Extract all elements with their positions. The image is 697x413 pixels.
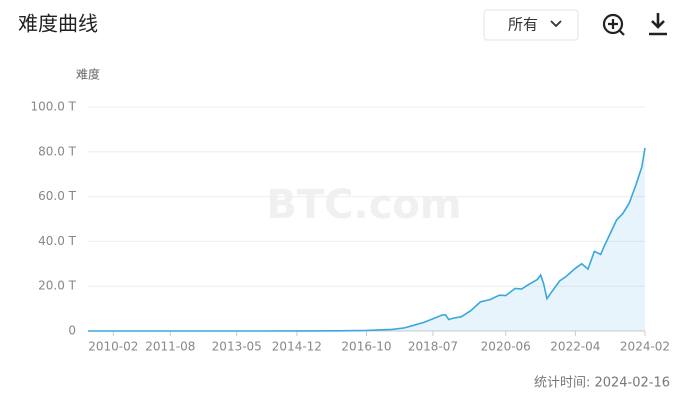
watermark: BTC.com xyxy=(266,182,461,228)
y-tick-label: 60.0 T xyxy=(38,189,77,203)
line xyxy=(88,147,646,332)
card-title: 难度曲线 xyxy=(18,12,98,36)
range-dropdown[interactable] xyxy=(483,9,579,41)
x-tick-label: 2018-07 xyxy=(408,340,458,354)
x-tick-label: 2013-05 xyxy=(212,340,262,354)
x-tick-label: 2024-02 xyxy=(620,340,670,354)
footnote: 统计时间: 2024-02-16 xyxy=(534,376,670,391)
zoom-button[interactable] xyxy=(602,13,625,36)
x-tick-label: 2014-12 xyxy=(272,340,322,354)
dropdown-caret[interactable] xyxy=(550,20,562,28)
x-tick-label: 2016-10 xyxy=(341,340,391,354)
x-tick-label: 2010-02 xyxy=(88,340,138,354)
y-tick-label: 20.0 T xyxy=(38,279,77,293)
y-tick-label: 100.0 T xyxy=(31,100,77,114)
y-axis-label: 难度 xyxy=(76,67,100,82)
area xyxy=(88,148,645,331)
y-tick-label: 0 xyxy=(68,324,76,338)
y-tick-label: 40.0 T xyxy=(38,234,77,248)
dropdown-label[interactable]: 所有 xyxy=(508,16,538,34)
x-tick-label: 2020-06 xyxy=(481,340,531,354)
x-tick-label: 2022-04 xyxy=(550,340,600,354)
y-tick-label: 80.0 T xyxy=(38,144,77,158)
x-tick-label: 2011-08 xyxy=(145,340,195,354)
download-button[interactable] xyxy=(649,13,667,36)
